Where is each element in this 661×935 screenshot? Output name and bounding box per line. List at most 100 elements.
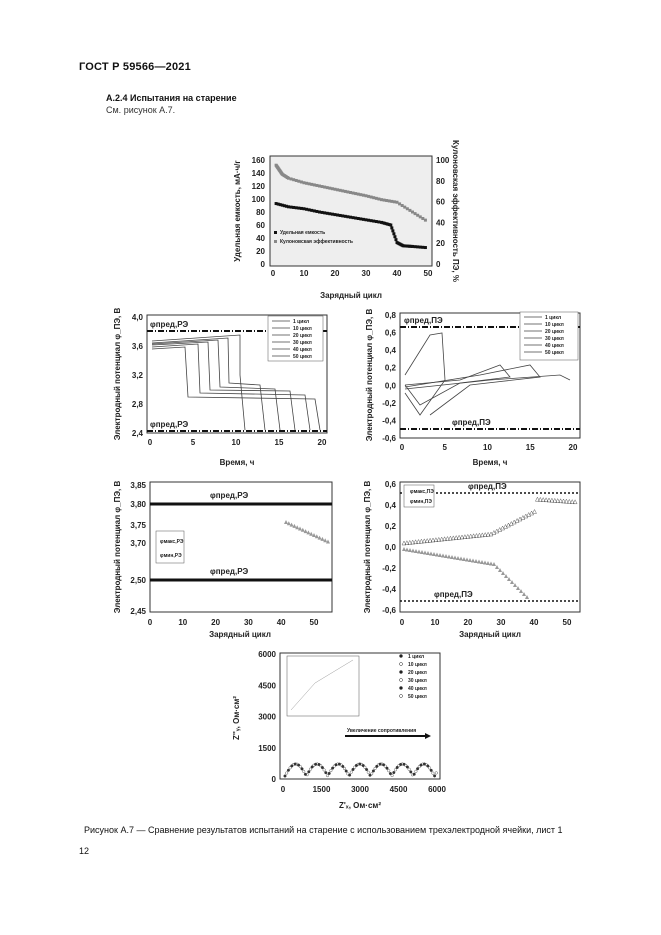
y-tick-label: 40 xyxy=(256,234,265,243)
data-point xyxy=(390,773,394,777)
data-point xyxy=(462,557,466,561)
data-point xyxy=(453,535,459,540)
data-point xyxy=(343,189,347,193)
data-point xyxy=(407,767,411,771)
data-point xyxy=(419,763,423,767)
legend-min: φмин,РЭ xyxy=(160,553,182,559)
data-point xyxy=(312,209,316,213)
data-point xyxy=(421,538,427,544)
y-tick-label: 0,4 xyxy=(385,501,397,510)
y-tick-label: -0,6 xyxy=(382,606,396,615)
y-tick-label: -0,6 xyxy=(382,434,396,443)
data-point xyxy=(299,206,303,210)
y-axis-label: Z''ᵧ, Ом·см² xyxy=(232,696,241,740)
data-point xyxy=(430,537,436,543)
data-point xyxy=(412,772,416,776)
data-point xyxy=(558,498,563,503)
legend-label: 30 цикл xyxy=(408,678,427,684)
data-point xyxy=(367,218,371,222)
legend-max: φмакс,ПЭ xyxy=(410,489,434,495)
x-tick-label: 20 xyxy=(464,618,473,627)
data-point xyxy=(421,217,425,220)
y-tick-label: -0,4 xyxy=(382,416,396,425)
y-tick-label: 3,70 xyxy=(130,539,146,548)
data-point xyxy=(287,205,290,209)
legend-label: 10 цикл xyxy=(408,662,427,668)
data-point xyxy=(471,558,475,563)
y-tick-label: 2,8 xyxy=(132,400,144,409)
x-tick-label: 30 xyxy=(362,269,371,278)
data-point xyxy=(423,218,427,222)
data-point xyxy=(445,536,450,541)
legend-label: 40 цикл xyxy=(293,347,312,353)
data-point xyxy=(380,220,383,224)
data-point xyxy=(385,766,389,770)
data-point xyxy=(315,209,319,213)
data-point xyxy=(525,595,529,599)
data-point xyxy=(286,768,290,772)
data-point xyxy=(382,198,386,202)
data-point xyxy=(388,772,392,776)
data-point xyxy=(324,771,328,775)
data-point xyxy=(302,181,306,185)
data-point xyxy=(501,571,505,575)
data-point xyxy=(407,244,411,248)
y-tick-label: 1500 xyxy=(258,744,276,753)
data-point xyxy=(516,586,520,590)
upper-limit-label: φпред,ПЭ xyxy=(468,482,507,491)
data-point xyxy=(367,194,371,198)
x-tick-label: 50 xyxy=(424,269,433,278)
data-point xyxy=(483,560,487,565)
data-point xyxy=(400,204,404,207)
legend-marker xyxy=(399,670,403,674)
legend-label: 1 цикл xyxy=(408,654,424,660)
data-point xyxy=(431,771,435,775)
y-tick-label: 100 xyxy=(436,156,450,165)
data-point xyxy=(274,202,278,206)
y-tick-label: 3,2 xyxy=(132,371,144,380)
data-point xyxy=(315,183,319,187)
y-tick-label: 20 xyxy=(256,247,265,256)
data-point xyxy=(392,771,396,775)
y-tick-label: 120 xyxy=(252,182,266,191)
data-point xyxy=(418,215,422,219)
data-point xyxy=(299,180,303,184)
data-point xyxy=(485,531,491,537)
legend-label: 1 цикл xyxy=(293,319,309,325)
y-tick-label: 100 xyxy=(252,195,266,204)
x-tick-label: 50 xyxy=(563,618,572,627)
data-point xyxy=(333,187,337,191)
potential-time-chart-right: -0,6 -0,4 -0,2 0,0 0,2 0,4 0,6 0,8 0 5 10 15 20 φпре… xyxy=(365,309,581,467)
data-point xyxy=(479,532,485,538)
data-point xyxy=(285,771,289,775)
data-point xyxy=(519,589,523,593)
data-point xyxy=(389,223,393,227)
data-point xyxy=(290,764,294,768)
data-point xyxy=(292,523,297,528)
data-point xyxy=(298,765,302,769)
data-point xyxy=(276,202,280,206)
y-tick-label: 3,6 xyxy=(132,342,144,351)
data-point xyxy=(411,244,414,248)
data-point xyxy=(444,554,448,558)
y-tick-label: 2,4 xyxy=(132,429,144,438)
nyquist-chart: 0 1500 3000 4500 6000 0 1500 3000 4500 6000 1 цик… xyxy=(232,650,446,810)
data-point xyxy=(486,561,490,565)
data-point xyxy=(314,534,319,539)
data-point xyxy=(278,203,282,207)
data-point xyxy=(423,246,427,250)
data-point xyxy=(465,557,469,562)
x-axis-label: Время, ч xyxy=(473,458,508,467)
data-point xyxy=(566,498,572,504)
data-point xyxy=(543,497,549,502)
data-point xyxy=(390,226,394,230)
potential-time-chart-left: 2,4 2,8 3,2 3,6 4,0 0 5 10 15 20 φпред,РЭ φпред,Р… xyxy=(113,308,328,467)
data-point xyxy=(368,773,372,777)
data-point xyxy=(480,560,484,564)
y-tick-label: 80 xyxy=(436,177,445,186)
data-point xyxy=(336,188,340,192)
data-point xyxy=(369,195,373,199)
data-point xyxy=(399,762,403,766)
data-point xyxy=(328,186,332,190)
data-point xyxy=(353,765,357,769)
